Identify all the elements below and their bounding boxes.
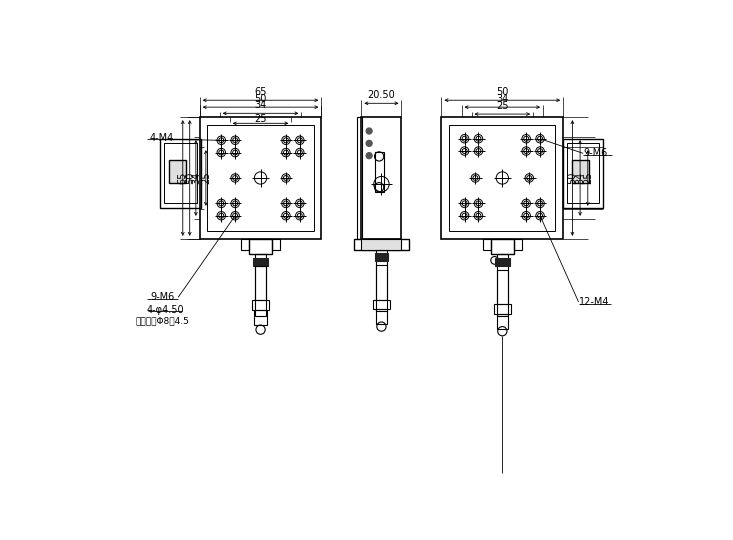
Bar: [249, 239, 272, 254]
Text: 9-M6: 9-M6: [583, 148, 608, 158]
Bar: [494, 304, 511, 314]
Text: 34: 34: [191, 172, 201, 184]
Bar: [449, 125, 556, 231]
Text: 65: 65: [178, 172, 188, 184]
Bar: [361, 239, 402, 249]
Bar: [376, 265, 387, 300]
Bar: [272, 239, 280, 249]
Bar: [497, 314, 508, 329]
Text: 50: 50: [185, 172, 195, 184]
Bar: [169, 160, 186, 184]
Text: 4-M4: 4-M4: [149, 133, 173, 143]
Bar: [572, 160, 589, 184]
Bar: [163, 143, 197, 204]
Text: 12-M4: 12-M4: [578, 297, 609, 307]
Bar: [354, 239, 409, 249]
Bar: [253, 258, 268, 266]
Bar: [441, 117, 563, 239]
Text: 反面沉孔Φ8儨4.5: 反面沉孔Φ8儨4.5: [136, 316, 190, 326]
Bar: [199, 117, 321, 239]
Text: 34: 34: [254, 100, 267, 110]
Text: 50: 50: [567, 172, 578, 184]
Text: 65: 65: [254, 87, 267, 97]
Text: 4-φ4.50: 4-φ4.50: [147, 305, 184, 315]
Bar: [375, 253, 388, 261]
Bar: [357, 117, 362, 239]
Bar: [375, 152, 384, 192]
Bar: [376, 309, 387, 325]
Bar: [563, 139, 603, 208]
Text: 9-M6: 9-M6: [151, 292, 175, 302]
Text: 25: 25: [201, 172, 211, 184]
Bar: [361, 117, 402, 239]
Text: 20.50: 20.50: [367, 90, 395, 100]
Circle shape: [366, 140, 372, 146]
Text: 50: 50: [496, 87, 509, 97]
Text: 34: 34: [575, 172, 585, 184]
Bar: [483, 239, 491, 249]
Bar: [241, 239, 249, 249]
Bar: [514, 239, 522, 249]
Text: 25: 25: [583, 172, 593, 184]
Bar: [255, 266, 266, 300]
Bar: [491, 239, 514, 254]
Bar: [160, 139, 202, 208]
Text: 50: 50: [254, 94, 267, 104]
Bar: [497, 269, 508, 304]
Bar: [207, 125, 314, 231]
Bar: [567, 143, 600, 204]
Bar: [252, 300, 269, 309]
Bar: [497, 254, 508, 316]
Bar: [495, 258, 510, 266]
Circle shape: [366, 153, 372, 159]
Bar: [254, 309, 268, 325]
Circle shape: [366, 128, 372, 134]
Bar: [376, 249, 387, 311]
Bar: [255, 254, 266, 316]
Text: 25: 25: [254, 114, 267, 124]
Text: 25: 25: [496, 101, 509, 111]
Text: 34: 34: [496, 94, 509, 104]
Bar: [373, 300, 390, 309]
